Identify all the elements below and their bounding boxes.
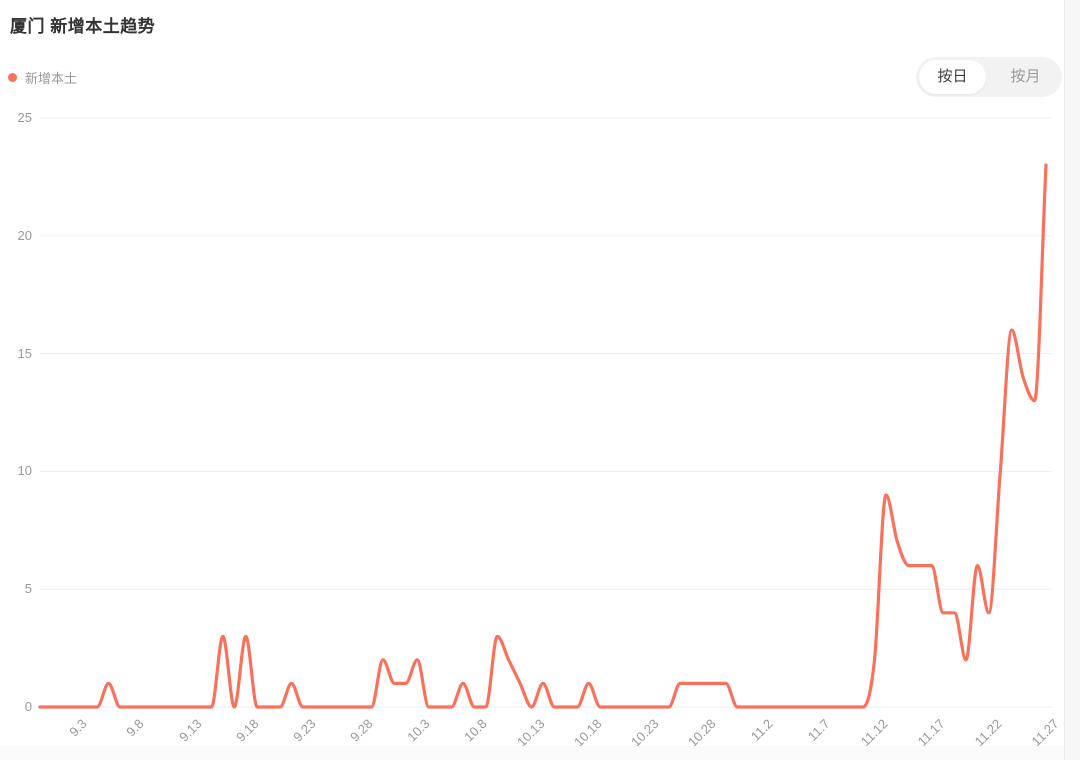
chart-title: 厦门 新增本土趋势: [10, 17, 156, 36]
chart-card: 厦门 新增本土趋势 新增本土 按日 按月 0 5 10 15 20 25 9.3 9.8 9.…: [8, 17, 1062, 750]
gridlines: [40, 117, 1052, 708]
toggle-by-day[interactable]: 按日: [919, 60, 986, 94]
toggle-by-month[interactable]: 按月: [1010, 68, 1041, 85]
legend-marker-icon: [8, 73, 17, 82]
trend-line: [38, 163, 1048, 709]
y-axis-label: 20: [17, 227, 32, 243]
page-background-right: [1064, 0, 1080, 760]
y-axis-label: 15: [17, 345, 32, 361]
page-background-bottom: [0, 746, 1064, 760]
legend-label: 新增本土: [25, 71, 78, 86]
y-axis-label: 0: [24, 699, 32, 714]
y-axis-label: 5: [24, 581, 32, 597]
granularity-toggle: 按日 按月: [916, 57, 1062, 97]
legend-item-new-local[interactable]: 新增本土: [8, 68, 77, 87]
y-axis-label: 10: [17, 463, 32, 479]
y-axis-label: 25: [17, 110, 32, 125]
chart-canvas: [38, 117, 1052, 709]
chart-plot-area: 0 5 10 15 20 25 9.3 9.8 9.13 9.18 9.23 9.28 10.3 10.…: [17, 110, 1062, 750]
